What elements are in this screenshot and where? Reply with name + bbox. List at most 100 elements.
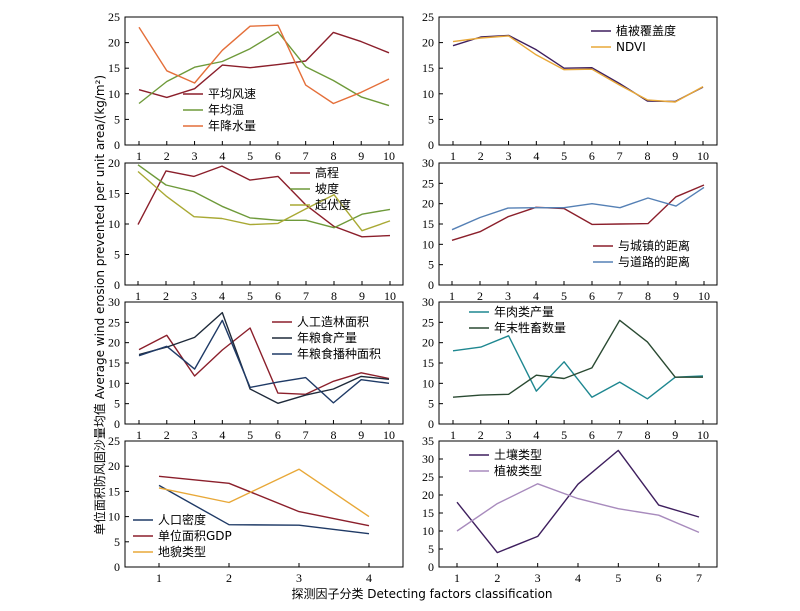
y-tick-label: 15 xyxy=(422,217,434,231)
legend-label: 地貌类型 xyxy=(158,544,206,559)
series-line-3-2 xyxy=(137,164,391,229)
legend-label: 年末牲畜数量 xyxy=(494,320,566,335)
x-tick-label: 3 xyxy=(296,571,302,585)
x-tick-label: 7 xyxy=(617,428,623,442)
legend-label: 起伏度 xyxy=(315,197,351,212)
y-tick-label: 25 xyxy=(422,176,434,190)
series-line-1-1 xyxy=(138,31,390,99)
y-tick-label: 30 xyxy=(108,295,120,309)
x-tick-label: 2 xyxy=(163,289,169,303)
y-tick-label: 10 xyxy=(108,510,120,524)
y-tick-label: 10 xyxy=(108,87,120,101)
legend-label: 年降水量 xyxy=(208,119,256,133)
x-tick-label: 5 xyxy=(247,428,253,442)
x-tick-label: 2 xyxy=(477,289,483,303)
legend-label: 与道路的距离 xyxy=(618,254,690,269)
y-tick-label: 30 xyxy=(422,156,434,170)
legend-label: 年粮食产量 xyxy=(297,330,357,345)
y-tick-label: 10 xyxy=(422,376,434,390)
x-tick-label: 8 xyxy=(645,289,651,303)
legend-label: 植被类型 xyxy=(494,463,542,478)
series-line-3-1 xyxy=(137,165,391,238)
series-line-1-3 xyxy=(138,24,390,105)
x-tick-label: 6 xyxy=(275,428,281,442)
x-tick-label: 10 xyxy=(383,149,395,163)
series-line-6-1 xyxy=(452,335,704,400)
series-line-2-2 xyxy=(452,35,704,103)
y-tick-label: 20 xyxy=(108,156,120,170)
y-tick-label: 20 xyxy=(108,36,120,50)
series-line-7-1 xyxy=(158,484,370,535)
legend-label: NDVI xyxy=(616,40,646,54)
y-tick-label: 30 xyxy=(422,295,434,309)
y-tick-label: 5 xyxy=(428,542,434,556)
legend-label: 人工造林面积 xyxy=(297,315,369,329)
x-tick-label: 4 xyxy=(575,571,581,585)
y-tick-label: 5 xyxy=(114,397,120,411)
y-tick-label: 20 xyxy=(422,36,434,50)
x-tick-label: 4 xyxy=(533,289,539,303)
x-tick-label: 9 xyxy=(359,289,365,303)
y-tick-label: 25 xyxy=(422,10,434,24)
x-tick-label: 5 xyxy=(247,149,253,163)
x-tick-label: 8 xyxy=(330,149,336,163)
y-tick-label: 25 xyxy=(422,470,434,484)
legend-label: 坡度 xyxy=(315,181,339,196)
x-tick-label: 4 xyxy=(533,149,539,163)
x-tick-label: 2 xyxy=(478,428,484,442)
x-tick-label: 1 xyxy=(450,428,456,442)
x-tick-label: 4 xyxy=(366,571,372,585)
y-tick-label: 10 xyxy=(108,376,120,390)
x-tick-label: 6 xyxy=(589,289,595,303)
x-tick-label: 3 xyxy=(506,149,512,163)
y-tick-label: 10 xyxy=(422,87,434,101)
legend-label: 高程 xyxy=(315,165,339,180)
legend-label: 与城镇的距离 xyxy=(618,238,690,253)
x-tick-label: 7 xyxy=(617,289,623,303)
x-tick-label: 3 xyxy=(506,428,512,442)
y-tick-label: 5 xyxy=(114,248,120,262)
x-tick-label: 8 xyxy=(331,289,337,303)
y-tick-label: 15 xyxy=(108,61,120,75)
y-tick-label: 15 xyxy=(422,61,434,75)
x-tick-label: 10 xyxy=(697,149,709,163)
x-tick-label: 3 xyxy=(505,289,511,303)
x-tick-label: 6 xyxy=(275,149,281,163)
x-tick-label: 5 xyxy=(561,289,567,303)
legend-label: 单位面积GDP xyxy=(158,528,232,543)
x-tick-label: 4 xyxy=(533,428,539,442)
y-tick-label: 5 xyxy=(428,397,434,411)
x-tick-label: 2 xyxy=(478,149,484,163)
y-tick-label: 0 xyxy=(428,417,434,431)
y-tick-label: 20 xyxy=(108,336,120,350)
panel-frame xyxy=(438,440,718,568)
x-tick-label: 9 xyxy=(672,149,678,163)
x-tick-label: 8 xyxy=(644,149,650,163)
series-line-8-2 xyxy=(456,483,700,534)
x-tick-label: 6 xyxy=(275,289,281,303)
y-tick-label: 15 xyxy=(108,187,120,201)
x-tick-label: 6 xyxy=(589,149,595,163)
series-line-7-3 xyxy=(158,468,370,518)
x-tick-label: 4 xyxy=(219,289,225,303)
x-tick-label: 5 xyxy=(615,571,621,585)
x-tick-label: 1 xyxy=(450,149,456,163)
y-tick-label: 0 xyxy=(428,278,434,292)
x-tick-label: 7 xyxy=(303,428,309,442)
x-tick-label: 1 xyxy=(449,289,455,303)
y-tick-label: 0 xyxy=(428,560,434,574)
y-tick-label: 30 xyxy=(422,452,434,466)
y-tick-label: 10 xyxy=(108,217,120,231)
series-line-5-2 xyxy=(138,311,390,404)
y-axis-label: 单位面积防风固沙量均值 Average wind erosion prevent… xyxy=(92,75,107,535)
